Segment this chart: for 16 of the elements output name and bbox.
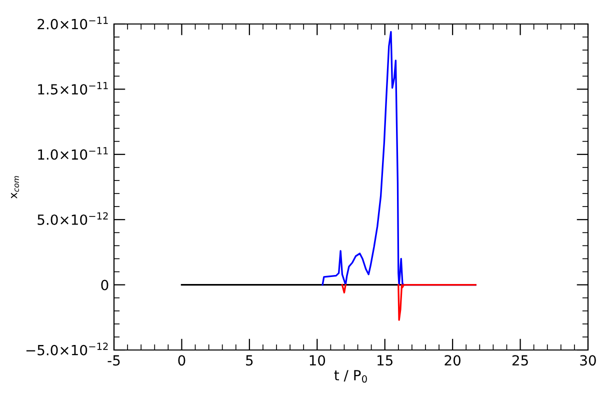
x-tick-label: -5 [108, 355, 120, 366]
y-tick-label: −5.0×10$^{−12}$ [26, 342, 108, 356]
y-tick-label: 1.0×10$^{−11}$ [38, 147, 108, 160]
y-axis-title: x$_{com}$ [10, 176, 20, 199]
y-tick-label: 2.0×10$^{−11}$ [38, 16, 108, 30]
x-tick-label: 30 [580, 355, 596, 366]
y-tick-label: 0 [101, 280, 108, 290]
x-tick-label: 20 [444, 355, 460, 366]
x-tick-label: 0 [178, 355, 186, 366]
x-tick-label: 10 [310, 355, 326, 366]
x-axis-title: t / P$_{0}$ [334, 370, 367, 383]
y-tick-label: 1.5×10$^{−11}$ [38, 82, 108, 95]
y-tick-label: 5.0×10$^{−12}$ [38, 212, 108, 225]
x-tick-label: 5 [246, 355, 253, 366]
x-tick-label: 15 [378, 355, 392, 366]
x-tick-label: 25 [512, 355, 528, 366]
